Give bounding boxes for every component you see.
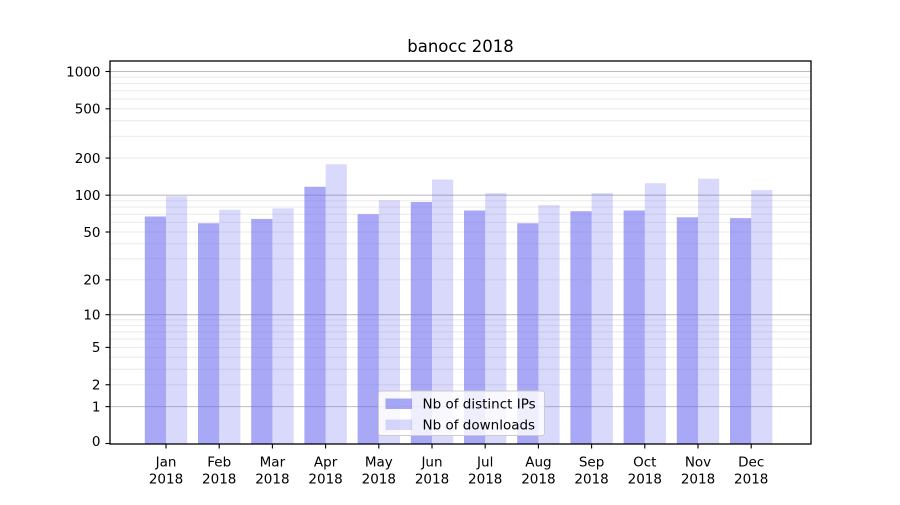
bar-jan-downloads: [166, 196, 188, 444]
legend-label-downloads: Nb of downloads: [423, 418, 536, 434]
y-tick-label-200: 200: [75, 151, 101, 167]
x-tick-label-year-sep: 2018: [574, 472, 608, 488]
y-tick-label-100: 100: [75, 188, 101, 204]
legend-swatch-distinct-ips: [385, 398, 412, 409]
x-tick-label-year-aug: 2018: [521, 472, 555, 488]
y-tick-label-0: 0: [92, 434, 101, 450]
chart-title: banocc 2018: [407, 37, 514, 56]
bar-sep-distinct-ips: [570, 211, 592, 444]
bar-feb-downloads: [219, 209, 241, 444]
bar-jul-downloads: [485, 193, 507, 444]
x-tick-label-year-oct: 2018: [628, 472, 662, 488]
y-tick-label-50: 50: [83, 225, 100, 241]
bar-oct-distinct-ips: [623, 210, 645, 444]
x-tick-label-month-dec: Dec: [738, 455, 764, 471]
y-tick-label-20: 20: [83, 273, 100, 289]
x-tick-label-month-jul: Jul: [476, 455, 493, 471]
bar-mar-downloads: [272, 208, 294, 444]
x-tick-label-year-jun: 2018: [415, 472, 449, 488]
axis-ticks-and-labels: 01251020501002005001000Jan2018Feb2018Mar…: [66, 64, 768, 487]
x-tick-label-month-aug: Aug: [525, 455, 551, 471]
bar-aug-distinct-ips: [517, 223, 539, 444]
bar-may-downloads: [378, 200, 400, 444]
legend: Nb of distinct IPs Nb of downloads: [378, 390, 545, 436]
plot-border: [109, 60, 812, 445]
x-tick-label-month-jan: Jan: [155, 455, 177, 471]
x-tick-label-month-may: May: [365, 455, 393, 471]
y-tick-label-1: 1: [92, 399, 101, 415]
legend-box: [378, 390, 545, 436]
x-tick-label-year-nov: 2018: [681, 472, 715, 488]
bar-jan-distinct-ips: [144, 216, 166, 444]
x-tick-label-month-jun: Jun: [420, 455, 442, 471]
x-tick-label-year-jul: 2018: [468, 472, 502, 488]
x-tick-label-year-apr: 2018: [308, 472, 342, 488]
y-tick-label-1000: 1000: [66, 64, 100, 80]
bar-dec-downloads: [751, 190, 773, 444]
legend-swatch-downloads: [385, 419, 412, 430]
x-tick-label-month-mar: Mar: [260, 455, 286, 471]
bar-sep-downloads: [591, 193, 613, 444]
bar-nov-distinct-ips: [676, 217, 698, 444]
bar-jul-distinct-ips: [464, 210, 486, 444]
x-tick-label-year-jan: 2018: [149, 472, 183, 488]
y-tick-label-5: 5: [92, 340, 101, 356]
bar-mar-distinct-ips: [251, 218, 273, 444]
bar-nov-downloads: [698, 178, 720, 444]
x-tick-label-month-feb: Feb: [207, 455, 231, 471]
bar-jun-downloads: [432, 179, 454, 444]
x-tick-label-year-feb: 2018: [202, 472, 236, 488]
x-tick-label-year-dec: 2018: [734, 472, 768, 488]
bar-may-distinct-ips: [357, 214, 379, 444]
bar-aug-downloads: [538, 205, 560, 444]
x-tick-label-month-apr: Apr: [314, 455, 338, 471]
bars: [144, 164, 773, 445]
bar-feb-distinct-ips: [198, 223, 220, 444]
y-tick-label-500: 500: [75, 102, 101, 118]
legend-label-distinct-ips: Nb of distinct IPs: [423, 397, 536, 413]
x-tick-label-month-sep: Sep: [579, 455, 604, 471]
x-tick-label-year-may: 2018: [362, 472, 396, 488]
bar-jun-distinct-ips: [410, 201, 432, 444]
bar-apr-distinct-ips: [304, 186, 326, 444]
x-tick-label-month-oct: Oct: [633, 455, 656, 471]
bar-dec-distinct-ips: [730, 218, 752, 444]
x-tick-label-month-nov: Nov: [685, 455, 711, 471]
x-tick-label-year-mar: 2018: [255, 472, 289, 488]
bar-oct-downloads: [644, 183, 666, 445]
y-tick-label-10: 10: [83, 308, 100, 324]
y-tick-label-2: 2: [92, 378, 101, 394]
bar-apr-downloads: [325, 164, 347, 444]
